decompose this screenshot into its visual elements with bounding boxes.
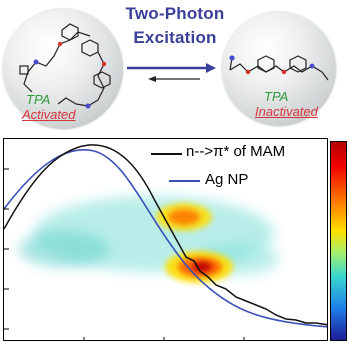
spectrum-plot (3, 138, 328, 341)
legend-label-agnp: Ag NP (205, 171, 249, 188)
axis-ticks (4, 168, 245, 340)
n-pi-mam-curve (4, 144, 327, 326)
equilibrium-arrows (127, 63, 216, 82)
left-tpa-label: TPA (26, 92, 51, 107)
legend-label-mam: n-->π* of MAM (186, 143, 286, 160)
spectrum-plot-graphics (4, 144, 327, 340)
right-status-label: Inactivated (255, 104, 318, 119)
title-line-2: Excitation (133, 28, 217, 47)
colorbar (330, 141, 347, 341)
heatmap-field (19, 196, 279, 283)
left-status-label: Activated (22, 107, 76, 122)
right-tpa-label: TPA (264, 89, 289, 104)
title-line-1: Two-Photon (125, 4, 225, 23)
folded-molecule-structure (19, 23, 111, 109)
extended-molecule-structure (229, 55, 329, 81)
